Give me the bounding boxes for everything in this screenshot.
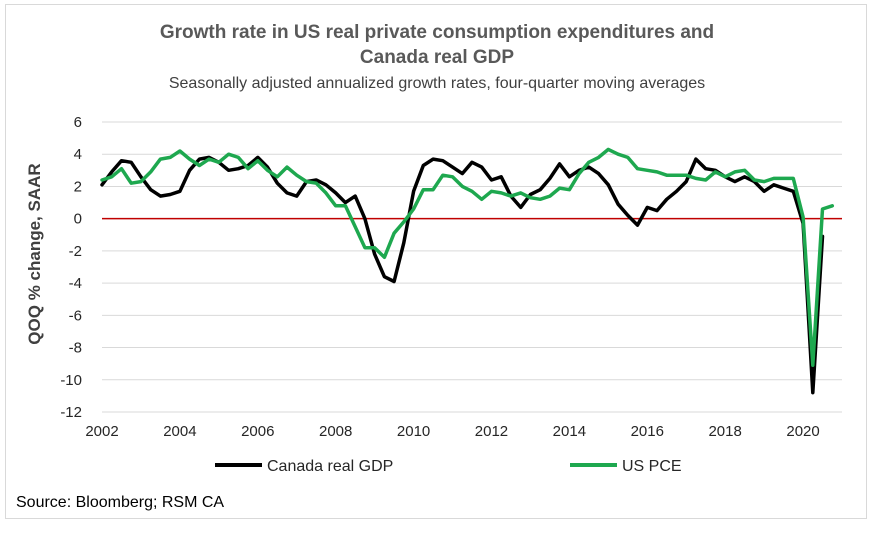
x-tick-2018: 2018 — [708, 423, 741, 440]
legend-label-us-pce: US PCE — [622, 458, 682, 475]
y-tick--6: -6 — [69, 307, 82, 324]
x-tick-2014: 2014 — [553, 423, 586, 440]
y-tick-4: 4 — [74, 146, 82, 163]
x-tick-2008: 2008 — [319, 423, 352, 440]
legend: Canada real GDP US PCE — [215, 458, 682, 475]
x-tick-labels: 2002 2004 2006 2008 2010 2012 2014 2016 2018 2020 — [85, 423, 819, 440]
x-tick-2012: 2012 — [475, 423, 508, 440]
chart-title-line-1: Growth rate in US real private consumpti… — [160, 22, 714, 43]
x-tick-2006: 2006 — [241, 423, 274, 440]
legend-label-canada-gdp: Canada real GDP — [267, 458, 393, 475]
y-tick--12: -12 — [60, 404, 82, 421]
series-lines — [100, 147, 835, 395]
y-tick-6: 6 — [74, 114, 82, 131]
chart-subtitle: Seasonally adjusted annualized growth ra… — [169, 75, 705, 92]
x-tick-2020: 2020 — [786, 423, 819, 440]
y-tick-labels: 6 4 2 0 -2 -4 -6 -8 -10 -12 — [60, 114, 82, 421]
y-tick--10: -10 — [60, 372, 82, 389]
series-line-us-pce — [100, 147, 835, 368]
y-tick--2: -2 — [69, 243, 82, 260]
chart-frame — [5, 4, 867, 519]
x-tick-2004: 2004 — [163, 423, 196, 440]
y-tick-0: 0 — [74, 211, 82, 228]
y-tick--8: -8 — [69, 340, 82, 357]
x-tick-2010: 2010 — [397, 423, 430, 440]
chart-title-line-2: Canada real GDP — [360, 47, 514, 68]
y-tick-2: 2 — [74, 178, 82, 195]
grid-lines — [102, 121, 842, 413]
x-tick-2016: 2016 — [631, 423, 664, 440]
series-line-canada-gdp — [100, 155, 825, 395]
x-tick-2002: 2002 — [85, 423, 118, 440]
source-note: Source: Bloomberg; RSM CA — [16, 494, 224, 511]
y-axis-label: QOQ % change, SAAR — [25, 163, 44, 344]
y-tick--4: -4 — [69, 275, 82, 292]
